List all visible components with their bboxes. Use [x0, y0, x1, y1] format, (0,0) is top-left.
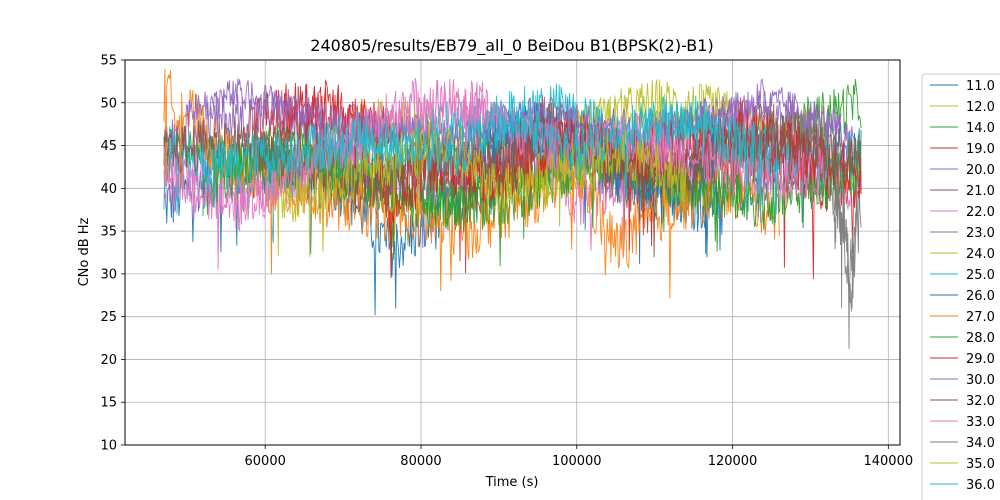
x-axis-label: Time (s) [485, 475, 539, 490]
y-tick-label: 15 [100, 396, 117, 411]
x-tick-label: 60000 [245, 454, 286, 469]
legend-label: 11.0 [966, 79, 995, 94]
legend-label: 12.0 [966, 100, 995, 115]
y-tick-label: 50 [100, 96, 117, 111]
legend-label: 14.0 [966, 121, 995, 136]
plot-frame [124, 59, 901, 446]
legend-label: 26.0 [966, 289, 995, 304]
legend-label: 36.0 [966, 478, 995, 493]
y-ticks: 10 15 20 25 30 35 40 45 50 55 [100, 54, 125, 454]
y-tick-label: 20 [100, 353, 117, 368]
y-tick-label: 35 [100, 225, 117, 240]
series-line-33-0 [163, 81, 827, 225]
legend-label: 25.0 [966, 268, 995, 283]
x-tick-label: 80000 [400, 454, 441, 469]
legend-label: 30.0 [966, 373, 995, 388]
legend-label: 28.0 [966, 331, 995, 346]
series-lines [163, 68, 862, 349]
series-line-36-0 [202, 95, 780, 223]
chart-title: 240805/results/EB79_all_0 BeiDou B1(BPSK… [310, 36, 713, 56]
legend-label: 23.0 [966, 226, 995, 241]
series-line-34-0 [833, 139, 858, 349]
legend-label: 19.0 [966, 142, 995, 157]
x-ticks: 60000 80000 100000 120000 140000 [245, 445, 913, 469]
legend-label: 24.0 [966, 247, 995, 262]
legend-label: 21.0 [966, 184, 995, 199]
legend-label: 32.0 [966, 394, 995, 409]
y-tick-label: 40 [100, 182, 117, 197]
legend-label: 35.0 [966, 457, 995, 472]
legend: 11.0 12.0 14.0 19.0 20.0 21.0 22.0 23.0 24.0 25.0… [921, 73, 1000, 500]
y-tick-label: 55 [100, 54, 117, 69]
y-tick-label: 25 [100, 310, 117, 325]
x-tick-label: 120000 [708, 454, 758, 469]
x-tick-label: 100000 [552, 454, 602, 469]
legend-frame [921, 73, 1000, 500]
series-line-35-0 [280, 121, 687, 257]
legend-label: 27.0 [966, 310, 995, 325]
y-tick-label: 45 [100, 139, 117, 154]
legend-label: 29.0 [966, 352, 995, 367]
y-axis-label: CNo dB Hz [77, 217, 92, 286]
legend-label: 33.0 [966, 415, 995, 430]
x-tick-label: 140000 [863, 454, 913, 469]
legend-label: 20.0 [966, 163, 995, 178]
y-tick-label: 30 [100, 267, 117, 282]
y-tick-label: 10 [100, 439, 117, 454]
legend-label: 22.0 [966, 205, 995, 220]
legend-label: 34.0 [966, 436, 995, 451]
